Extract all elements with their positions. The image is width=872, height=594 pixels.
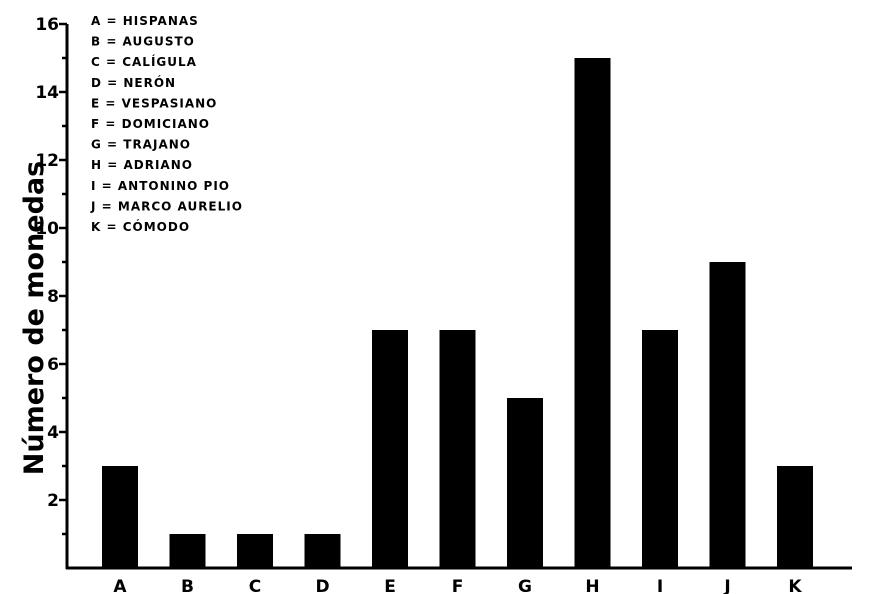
x-tick-label: F [452, 577, 464, 594]
legend-entry: G = TRAJANO [91, 138, 191, 152]
legend-entry: B = AUGUSTO [91, 35, 195, 49]
bar-j [709, 262, 746, 568]
y-tick-label: 12 [35, 151, 59, 171]
y-tick-label: 14 [35, 83, 59, 103]
x-tick-label: B [181, 577, 194, 594]
x-tick-label: J [723, 577, 730, 594]
legend-entry: J = MARCO AURELIO [90, 199, 243, 213]
legend-entry: H = ADRIANO [91, 158, 193, 172]
x-tick-label: H [585, 577, 599, 594]
bar-b [169, 534, 206, 568]
x-tick-label: A [113, 577, 127, 594]
legend-entry: E = VESPASIANO [91, 96, 217, 110]
y-tick-label: 8 [47, 287, 59, 307]
x-tick-label: D [315, 577, 329, 594]
bar-c [237, 534, 273, 568]
y-ticks: 2 4 6 8 10 12 14 16 [35, 15, 67, 536]
bar-h [574, 58, 611, 568]
bars [102, 58, 813, 568]
x-tick-label: K [788, 577, 802, 594]
bar-f [439, 330, 476, 568]
y-axis-label: Número de monedas [19, 161, 50, 475]
bar-d [304, 534, 341, 568]
x-tick-label: G [518, 577, 532, 594]
legend: A = HISPANAS B = AUGUSTO C = CALÍGULA D = N… [90, 14, 243, 234]
bar-i [642, 330, 678, 568]
y-tick-label: 6 [47, 355, 59, 375]
bar-g [507, 398, 543, 568]
y-tick-label: 4 [47, 423, 59, 443]
y-tick-label: 16 [35, 15, 59, 35]
bar-e [372, 330, 408, 568]
x-tick-label: E [384, 577, 396, 594]
x-tick-label: I [657, 577, 663, 594]
y-tick-label: 2 [47, 491, 59, 511]
legend-entry: D = NERÓN [91, 75, 176, 90]
x-ticks: A B C D E F G H I J K [113, 577, 802, 594]
legend-entry: C = CALÍGULA [91, 54, 197, 69]
bar-k [777, 466, 813, 568]
legend-entry: A = HISPANAS [91, 14, 199, 28]
bar-a [102, 466, 138, 568]
legend-entry: K = CÓMODO [91, 219, 190, 234]
x-tick-label: C [249, 577, 261, 594]
legend-entry: I = ANTONINO PIO [91, 179, 230, 193]
y-tick-label: 10 [35, 219, 59, 239]
legend-entry: F = DOMICIANO [91, 117, 210, 131]
